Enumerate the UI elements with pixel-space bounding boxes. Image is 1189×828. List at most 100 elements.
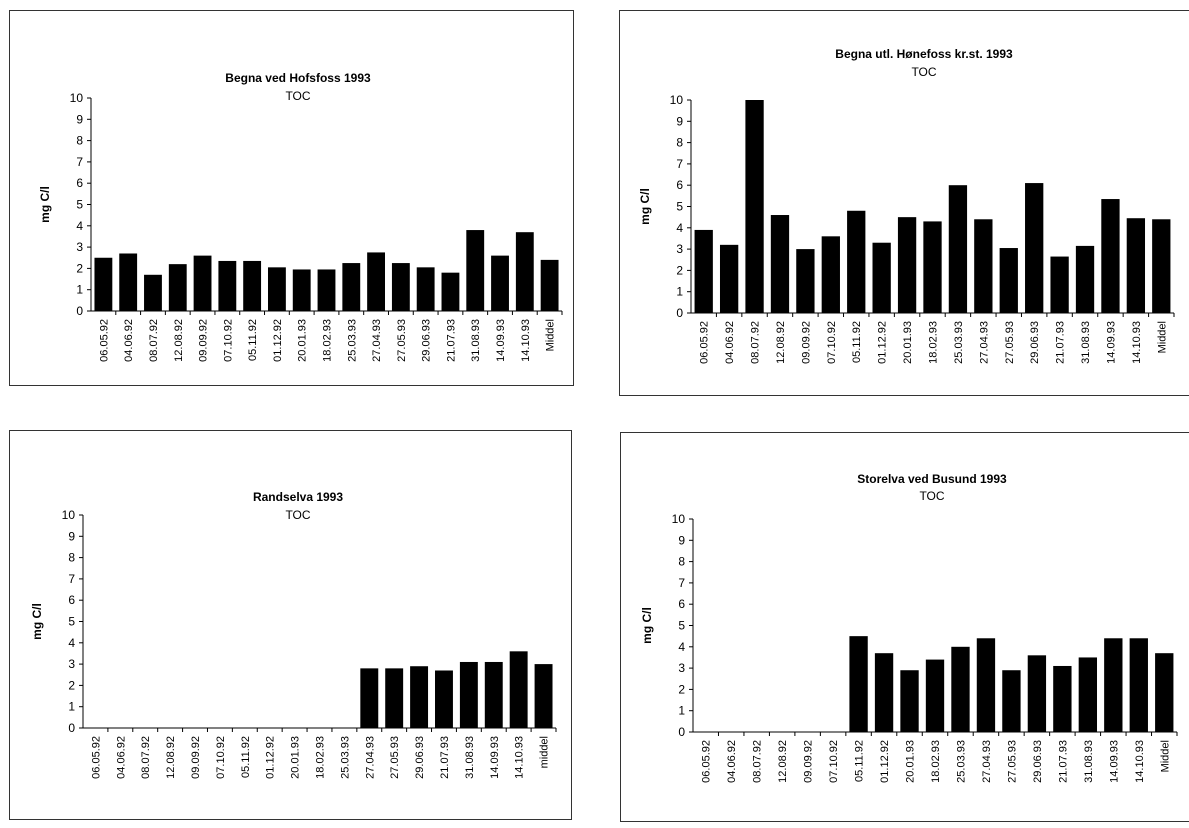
bar [540,259,559,311]
y-tick-label: 3 [678,661,685,675]
y-tick-label: 7 [68,572,75,586]
x-tick-label: 25.03.93 [955,740,967,783]
chart-title: Storelva ved Busund 1993 [857,472,1007,486]
y-tick-label: 10 [70,91,84,105]
bar [1152,219,1171,313]
y-tick-label: 5 [676,200,683,214]
bar [847,210,866,313]
y-tick-label: 0 [68,721,75,735]
bar [770,215,790,313]
x-tick-label: 14.10.93 [1134,740,1146,783]
bar [1002,670,1021,732]
x-tick-label: 06.05.92 [701,740,713,783]
x-tick-label: 14.09.93 [1105,321,1117,364]
x-tick-label: 05.11.92 [851,321,863,363]
x-tick-label: 18.02.93 [322,319,334,362]
x-tick-label: 27.05.93 [1006,740,1018,783]
x-tick-label: 01.12.92 [265,736,277,779]
bar [925,659,945,732]
chart-title: Begna utl. Hønefoss kr.st. 1993 [835,47,1013,61]
bar [267,267,286,311]
y-tick-label: 6 [676,178,683,192]
x-tick-label: 07.10.92 [826,321,838,364]
bar [416,267,435,311]
y-tick-label: 8 [68,551,75,565]
y-tick-label: 3 [676,242,683,256]
bar [897,217,917,313]
x-tick-label: 27.04.93 [978,321,990,364]
bar [385,668,404,728]
y-tick-label: 4 [678,640,685,654]
y-tick-label: 7 [76,155,83,169]
x-tick-label: 20.01.93 [902,321,914,364]
x-tick-label: 12.08.92 [173,319,185,362]
x-tick-label: 14.09.93 [495,319,507,362]
bar [976,638,996,732]
bar [193,255,212,311]
x-tick-label: 14.10.93 [520,319,532,362]
chart-title: Randselva 1993 [253,490,343,504]
y-tick-label: 9 [76,112,83,126]
x-tick-label: 14.09.93 [1108,740,1120,783]
bar [342,263,361,311]
x-tick-label: 06.05.92 [699,321,711,364]
bar [367,252,386,311]
chart-panel-randselva: Randselva 1993 TOC mg C/l 0 1 2 3 4 5 6 7 8 9 10 06.05… [9,430,572,820]
bar [872,242,891,313]
bar [1104,638,1123,732]
y-tick-label: 1 [678,704,685,718]
x-tick-label: 27.05.93 [1004,321,1016,364]
x-tick-label: 14.10.93 [1131,321,1143,364]
x-tick-label: 07.10.92 [222,319,234,362]
chart-subtitle: TOC [285,89,310,103]
x-tick-label: 04.06.92 [123,319,135,362]
bar [509,651,528,728]
x-tick-label: 09.09.92 [803,740,815,783]
bar [745,100,764,313]
y-tick-label: 1 [676,285,683,299]
y-tick-label: 9 [678,533,685,547]
bar [410,666,429,728]
x-tick-label: 31.08.93 [1083,740,1095,783]
bar [1027,655,1047,732]
chart-panel-storelva-busund: Storelva ved Busund 1993 TOC mg C/l 0 1 2 3 4 5 6… [620,432,1189,822]
y-tick-label: 0 [76,304,83,318]
x-tick-label: 29.06.93 [1032,740,1044,783]
x-tick-label: 20.01.93 [290,736,302,779]
x-tick-label: 14.10.93 [514,736,526,779]
bar [1075,245,1095,313]
bar [999,248,1018,313]
x-tick-label: 12.08.92 [165,736,177,779]
y-tick-label: 5 [68,615,75,629]
x-tick-label: 06.05.92 [98,319,110,362]
chart-subtitle: TOC [919,489,944,503]
y-tick-label: 4 [76,219,83,233]
x-tick-label: 25.03.93 [953,321,965,364]
x-tick-label: 09.09.92 [190,736,202,779]
bar [1053,665,1072,732]
x-tick-label: 01.12.92 [877,321,889,364]
bar [466,230,485,311]
bar [360,668,379,728]
y-tick-label: 0 [676,306,683,320]
y-tick-label: 6 [76,176,83,190]
y-tick-label: 9 [68,529,75,543]
y-tick-label: 10 [670,93,684,107]
x-tick-label: 20.01.93 [905,740,917,783]
x-tick-label: 01.12.92 [879,740,891,783]
bar [874,653,894,732]
bar [849,636,868,732]
y-tick-label: 4 [676,221,683,235]
x-tick-label: 25.03.93 [346,319,358,362]
y-tick-label: 0 [678,725,685,739]
x-tick-label: 08.07.92 [140,736,152,779]
chart-svg: Begna ved Hofsfoss 1993 TOC mg C/l 0 1 2 3 4 5 6 7… [38,71,563,362]
bar [1050,256,1069,313]
bar [292,269,311,311]
bar [243,260,262,311]
x-tick-label: 27.05.93 [396,319,408,362]
x-tick-label: 27.04.93 [981,740,993,783]
x-tick-label: 05.11.92 [854,740,866,782]
bar [144,274,162,311]
y-tick-label: 1 [76,283,83,297]
